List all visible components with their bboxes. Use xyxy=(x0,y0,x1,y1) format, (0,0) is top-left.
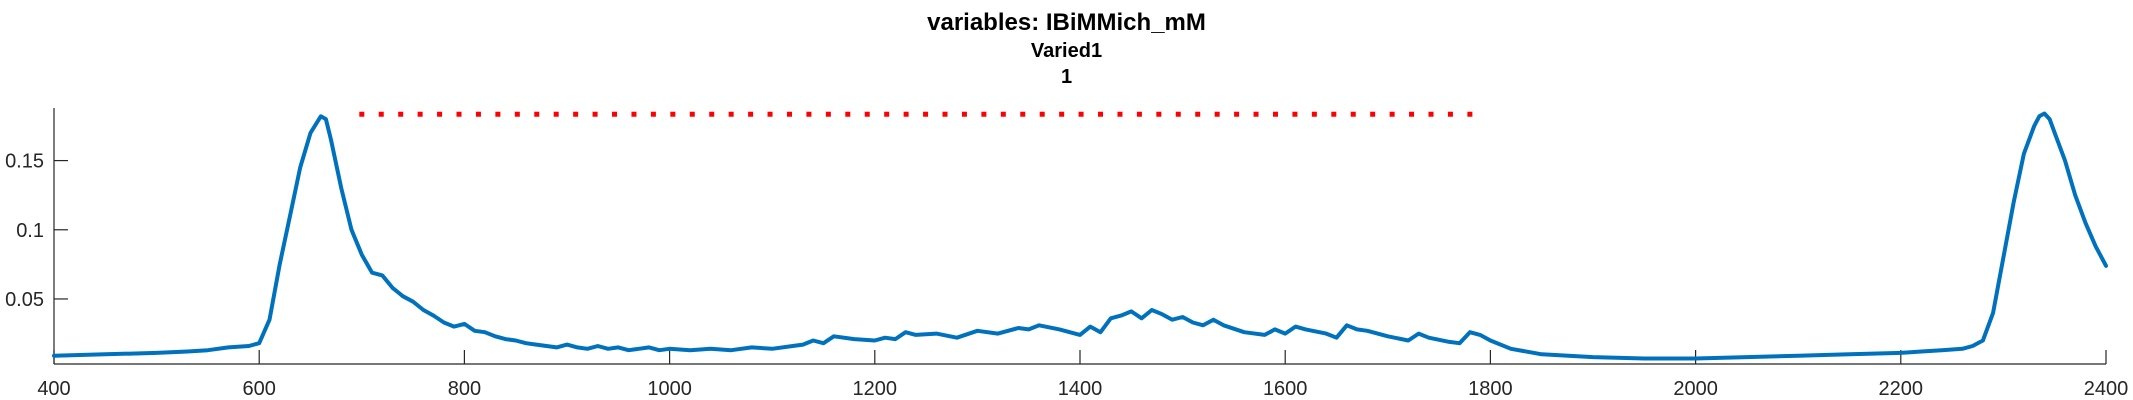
dotted-marker-point xyxy=(514,111,520,117)
dotted-marker-point xyxy=(748,111,754,117)
dotted-marker-point xyxy=(981,111,987,117)
dotted-marker-point xyxy=(1447,111,1453,117)
dotted-marker-point xyxy=(942,111,948,117)
dotted-marker-point xyxy=(1272,111,1278,117)
dotted-marker-point xyxy=(767,111,773,117)
dotted-marker-point xyxy=(1292,111,1298,117)
series-line xyxy=(52,111,2108,361)
dotted-marker-point xyxy=(786,111,792,117)
dotted-marker-point xyxy=(728,111,734,117)
x-tick-label: 400 xyxy=(37,378,70,400)
dotted-marker-point xyxy=(1370,111,1376,117)
dotted-marker-point xyxy=(631,111,637,117)
dotted-marker-point xyxy=(650,111,656,117)
x-tick-label: 1400 xyxy=(1058,378,1103,400)
y-tick-label: 0.15 xyxy=(5,151,44,173)
chart-title: variables: IBiMMich_mM xyxy=(927,9,1206,36)
dotted-marker-point xyxy=(534,111,540,117)
dotted-marker-point xyxy=(961,111,967,117)
dotted-marker-point xyxy=(825,111,831,117)
dotted-marker-point xyxy=(592,111,598,117)
axes: 400 600 800 1000 1200 1400 1600 1800 2000 2200 240… xyxy=(5,108,2128,400)
x-tick-label: 2000 xyxy=(1673,378,1718,400)
dotted-marker-point xyxy=(884,111,890,117)
x-tick-label: 1600 xyxy=(1263,378,1308,400)
x-tick-label: 600 xyxy=(243,378,276,400)
dotted-marker-point xyxy=(573,111,579,117)
y-tick-label: 0.1 xyxy=(16,220,44,242)
dotted-marker-point xyxy=(709,111,715,117)
dotted-marker-point xyxy=(437,111,443,117)
dotted-marker-point xyxy=(1020,111,1026,117)
dotted-marker-point xyxy=(1156,111,1162,117)
dotted-marker-point xyxy=(1136,111,1142,117)
y-tick-label: 0.05 xyxy=(5,289,44,311)
dotted-marker-point xyxy=(1117,111,1123,117)
dotted-marker-point xyxy=(359,111,365,117)
dotted-marker-point xyxy=(1428,111,1434,117)
dotted-marker-point xyxy=(845,111,851,117)
dotted-marker-point xyxy=(1098,111,1104,117)
dotted-marker-point xyxy=(1253,111,1259,117)
x-tick-label: 1800 xyxy=(1468,378,1513,400)
dotted-marker-point xyxy=(1000,111,1006,117)
chart-subtitle-line-2: 1 xyxy=(1060,66,1073,88)
dotted-marker-point xyxy=(1389,111,1395,117)
dotted-marker-point xyxy=(1078,111,1084,117)
dotted-marker-point xyxy=(612,111,618,117)
dotted-marker-point xyxy=(1059,111,1065,117)
dotted-marker-point xyxy=(475,111,481,117)
x-tick-label: 2200 xyxy=(1879,378,1924,400)
dotted-marker-point xyxy=(456,111,462,117)
dotted-marker-point xyxy=(1195,111,1201,117)
dotted-marker-point xyxy=(670,111,676,117)
dotted-marker-point xyxy=(864,111,870,117)
dotted-marker-point xyxy=(1409,111,1415,117)
chart-subtitle-line-1: Varied1 xyxy=(1030,40,1103,62)
dotted-marker-point xyxy=(378,111,384,117)
x-tick-label: 1000 xyxy=(647,378,692,400)
dotted-marker-point xyxy=(1350,111,1356,117)
dotted-marker-point xyxy=(689,111,695,117)
dotted-marker-point xyxy=(553,111,559,117)
dotted-marker-point xyxy=(1175,111,1181,117)
dotted-marker-point xyxy=(806,111,812,117)
x-tick-label: 2400 xyxy=(2084,378,2129,400)
dotted-marker-point xyxy=(1311,111,1317,117)
dotted-marker-point xyxy=(417,111,423,117)
dotted-marker-point xyxy=(1331,111,1337,117)
dotted-marker-point xyxy=(1467,111,1473,117)
dotted-marker-point xyxy=(1234,111,1240,117)
dotted-marker-point xyxy=(398,111,404,117)
dotted-marker-point xyxy=(1039,111,1045,117)
x-tick-label: 800 xyxy=(448,378,481,400)
x-tick-label: 1200 xyxy=(853,378,898,400)
series-layer xyxy=(52,111,2108,361)
dotted-marker-point xyxy=(495,111,501,117)
dotted-marker-point xyxy=(923,111,929,117)
dotted-marker-point xyxy=(1214,111,1220,117)
dotted-marker-point xyxy=(903,111,909,117)
chart-title-block: variables: IBiMMich_mM Varied1 1 xyxy=(0,8,2133,90)
